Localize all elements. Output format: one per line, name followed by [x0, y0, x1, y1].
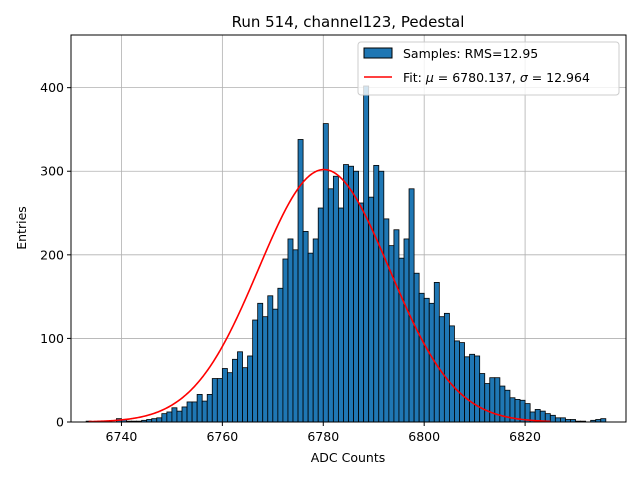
- histogram-bar: [237, 351, 243, 423]
- histogram-bar: [423, 297, 430, 423]
- histogram-bar: [454, 340, 460, 423]
- histogram-bar: [443, 312, 450, 423]
- chart-title: Run 514, channel123, Pedestal: [232, 13, 465, 31]
- histogram-bar: [151, 418, 158, 423]
- histogram-bar: [484, 383, 491, 423]
- histogram-bar: [216, 378, 223, 423]
- histogram-bar: [449, 325, 455, 423]
- histogram-bar: [479, 373, 486, 423]
- histogram-bar: [332, 175, 339, 423]
- legend-samples-label: Samples: RMS=12.95: [403, 46, 538, 61]
- plot-area-frame: [70, 34, 627, 423]
- histogram-bar: [554, 417, 561, 423]
- y-tick-label: 100: [40, 331, 64, 346]
- histogram-bar: [428, 302, 435, 423]
- histogram-bar: [343, 164, 349, 423]
- mu-symbol: μ: [425, 70, 434, 85]
- histogram-bar: [433, 282, 440, 423]
- histogram-bar: [227, 372, 233, 423]
- y-tick-label: 400: [40, 80, 64, 95]
- histogram-bar: [156, 417, 163, 423]
- histogram-bar: [489, 377, 496, 423]
- histogram-bar: [171, 407, 178, 423]
- histogram-bar: [464, 356, 470, 423]
- legend-samples-patch: [363, 47, 393, 59]
- histogram-bar: [201, 400, 208, 423]
- histogram-bar: [398, 257, 405, 423]
- x-tick-label: 6780: [307, 429, 339, 444]
- histogram-bar: [181, 406, 188, 423]
- histogram-bar: [317, 207, 324, 423]
- histogram-bar: [262, 316, 269, 423]
- histogram-bar: [549, 414, 556, 423]
- histogram-bar: [338, 207, 344, 423]
- histogram-bar: [252, 319, 259, 423]
- y-axis-ticks: 0 100 200 300 400: [40, 80, 71, 430]
- sigma-symbol: σ: [520, 70, 529, 85]
- histogram-bar: [287, 238, 294, 423]
- y-tick-label: 0: [56, 415, 64, 430]
- y-tick-label: 300: [40, 164, 64, 179]
- histogram-bar: [307, 252, 314, 423]
- x-tick-label: 6740: [106, 429, 138, 444]
- histogram-bar: [277, 287, 284, 423]
- legend-fit-sigma-value: = 12.964: [528, 70, 590, 85]
- histogram-bar: [373, 164, 380, 423]
- x-axis-label: ADC Counts: [311, 450, 386, 465]
- histogram-bar: [378, 170, 385, 423]
- x-tick-label: 6760: [206, 429, 238, 444]
- histogram-bar: [459, 342, 465, 423]
- histogram-bar: [469, 353, 476, 423]
- histogram-bar: [408, 188, 415, 423]
- histogram-bar: [322, 123, 329, 423]
- histogram-bar: [176, 410, 183, 423]
- x-tick-label: 6800: [408, 429, 440, 444]
- histogram-bar: [348, 165, 354, 423]
- histogram-bar: [242, 367, 248, 423]
- histogram-bar: [393, 229, 400, 423]
- legend-box: [357, 41, 620, 96]
- histogram-bar: [257, 302, 264, 423]
- histogram-bar: [358, 202, 365, 423]
- histogram-bar: [211, 378, 218, 423]
- histogram-bar: [196, 394, 203, 423]
- histogram-bar: [413, 272, 420, 423]
- histogram-bar: [247, 355, 254, 423]
- histogram-bar: [282, 258, 289, 423]
- histogram-bar: [292, 249, 299, 423]
- histogram-bar: [302, 231, 309, 423]
- legend-fit-label: Fit: μ = 6780.137, σ = 12.964: [403, 70, 590, 85]
- histogram-bar: [474, 355, 481, 423]
- histogram-bar: [166, 411, 173, 423]
- histogram-bar: [383, 218, 390, 423]
- x-axis-ticks: 6740 6760 6780 6800 6820: [106, 422, 541, 444]
- histogram-bar: [267, 295, 274, 423]
- y-tick-label: 200: [40, 247, 64, 262]
- histogram-bar: [232, 358, 238, 423]
- histogram-bar: [418, 292, 425, 423]
- histogram-bar: [353, 170, 359, 423]
- histogram-bar: [221, 368, 228, 423]
- histogram-bar: [560, 417, 566, 423]
- legend-fit-mu-value: = 6780.137,: [434, 70, 520, 85]
- histogram-bar: [191, 401, 198, 423]
- histogram-bar: [206, 394, 213, 423]
- histogram-bar: [600, 418, 607, 423]
- histogram-bar: [327, 188, 334, 423]
- histogram-bar: [403, 238, 410, 423]
- histogram-bar: [363, 85, 370, 423]
- histogram-bar: [161, 413, 168, 423]
- y-axis-label: Entries: [14, 206, 29, 250]
- histogram-bar: [272, 308, 279, 423]
- x-tick-label: 6820: [509, 429, 541, 444]
- legend-fit-prefix: Fit:: [403, 70, 426, 85]
- legend: Samples: RMS=12.95 Fit: μ = 6780.137, σ …: [357, 41, 620, 96]
- gaussian-fit-line: [88, 168, 551, 423]
- histogram-bar: [312, 238, 319, 423]
- histogram-bar: [186, 401, 193, 423]
